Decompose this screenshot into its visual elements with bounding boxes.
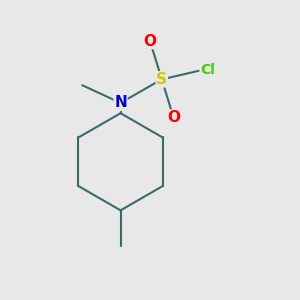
Text: Cl: Cl <box>200 64 215 77</box>
Text: O: O <box>167 110 180 125</box>
Text: N: N <box>114 95 127 110</box>
Text: S: S <box>156 72 167 87</box>
Text: O: O <box>143 34 157 49</box>
